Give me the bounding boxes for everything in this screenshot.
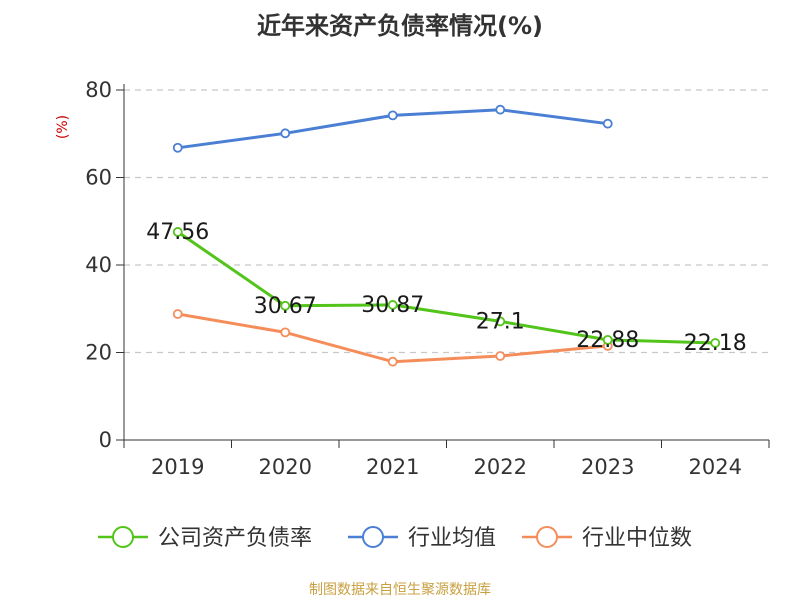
y-tick-label: 60 [85,166,112,190]
data-point [172,227,183,237]
x-tick-label: 2023 [581,455,634,479]
data-point [602,118,613,129]
y-tick-label: 80 [85,78,112,102]
data-label: 47.56 [146,220,209,245]
series-line-0 [176,230,716,345]
x-tick-label: 2019 [151,455,204,479]
chart-title: 近年来资产负债率情况(%) [257,12,543,40]
data-label: 22.88 [576,328,639,353]
data-point [172,142,183,153]
data-point [602,334,613,345]
y-tick-label: 0 [99,428,112,452]
y-tick-label: 20 [85,341,112,365]
legend-swatch-marker [536,526,558,548]
data-source-note: 制图数据来自恒生聚源数据库 [309,582,491,598]
data-label: 30.67 [254,294,317,319]
legend-label: 公司资产负债率 [158,526,312,551]
data-point [387,300,398,310]
data-point [172,309,183,319]
legend-swatch-marker [112,526,134,548]
series-line-2 [177,312,608,364]
x-tick-label: 2022 [474,455,527,479]
data-point [495,351,506,361]
data-point [280,327,291,338]
x-tick-label: 2020 [259,455,312,479]
y-tick-label: 40 [85,253,112,277]
data-point [280,300,291,311]
legend-label: 行业中位数 [582,526,692,551]
data-point [387,356,398,367]
data-point [710,338,721,348]
data-point [495,104,506,115]
data-label: 27.1 [476,309,525,334]
legend-swatch-marker [362,526,384,548]
x-tick-label: 2021 [366,455,419,479]
y-axis-unit: (%) [55,115,71,139]
data-point [495,316,506,327]
data-point [387,110,398,121]
data-label: 30.87 [361,293,424,318]
data-label: 22.18 [684,331,747,356]
x-tick-label: 2024 [689,455,742,479]
legend-label: 行业均值 [408,526,496,551]
data-point [280,128,291,139]
